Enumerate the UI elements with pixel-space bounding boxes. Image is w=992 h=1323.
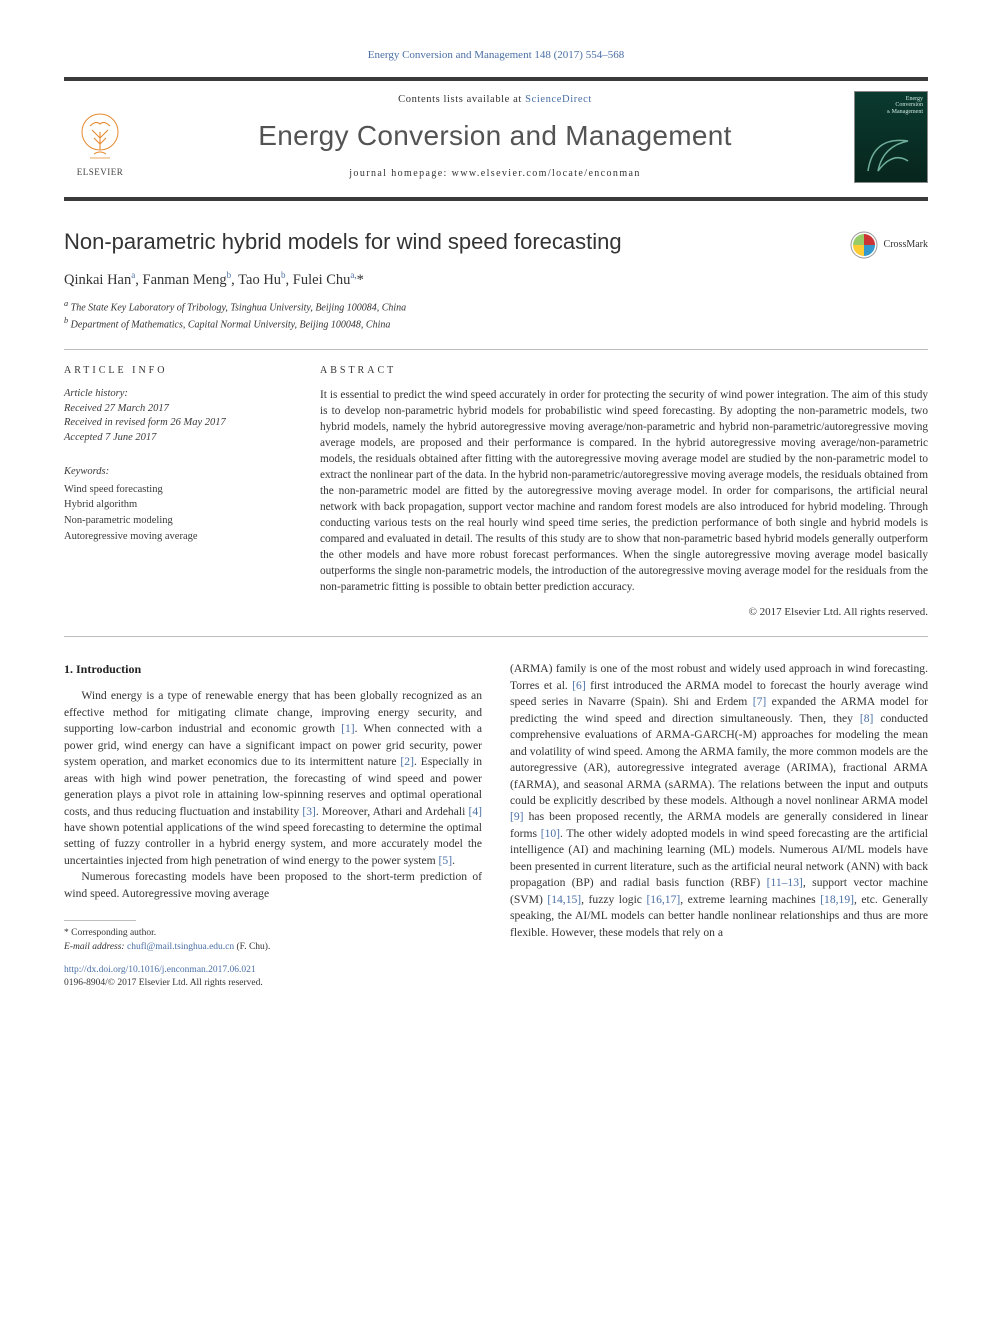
section-heading-intro: 1. Introduction	[64, 661, 482, 678]
divider-top	[64, 349, 928, 350]
cover-title-3: Management	[892, 109, 923, 115]
footnote-corresponding: * Corresponding author.	[64, 927, 482, 940]
journal-cover-thumbnail: Energy Conversion & Management	[854, 91, 928, 183]
homepage-prefix: journal homepage:	[349, 168, 451, 179]
article-history: Article history: Received 27 March 2017R…	[64, 387, 292, 446]
footnote-rule	[64, 920, 136, 921]
keywords-block: Keywords: Wind speed forecastingHybrid a…	[64, 464, 292, 545]
divider-bottom	[64, 636, 928, 637]
article-history-heading: Article history:	[64, 387, 292, 402]
contents-prefix: Contents lists available at	[398, 94, 525, 105]
cover-title-2: Conversion	[895, 102, 923, 108]
article-title: Non-parametric hybrid models for wind sp…	[64, 227, 928, 257]
authors-line: Qinkai Hana, Fanman Mengb, Tao Hub, Fule…	[64, 269, 928, 290]
article-info-heading: ARTICLE INFO	[64, 364, 292, 378]
footnote-email-suffix: (F. Chu).	[237, 942, 271, 952]
history-line: Accepted 7 June 2017	[64, 431, 292, 446]
sciencedirect-link[interactable]: ScienceDirect	[525, 94, 592, 105]
elsevier-label: ELSEVIER	[77, 166, 124, 178]
cover-title-1: Energy	[906, 96, 923, 102]
keywords-heading: Keywords:	[64, 464, 292, 480]
history-line: Received in revised form 26 May 2017	[64, 416, 292, 431]
contents-line: Contents lists available at ScienceDirec…	[136, 93, 854, 107]
footnote-email-label: E-mail address:	[64, 942, 125, 952]
crossmark-badge[interactable]: CrossMark	[850, 231, 928, 259]
journal-header: ELSEVIER Contents lists available at Sci…	[64, 77, 928, 201]
elsevier-logo: ELSEVIER	[64, 96, 136, 178]
journal-name: Energy Conversion and Management	[136, 117, 854, 155]
elsevier-tree-icon	[76, 110, 124, 166]
keyword-line: Autoregressive moving average	[64, 529, 292, 545]
body-paragraph: Numerous forecasting models have been pr…	[64, 869, 482, 902]
abstract-text: It is essential to predict the wind spee…	[320, 387, 928, 595]
body-column-left: 1. Introduction Wind energy is a type of…	[64, 661, 482, 990]
keyword-line: Wind speed forecasting	[64, 482, 292, 498]
affiliations: a The State Key Laboratory of Tribology,…	[64, 298, 928, 333]
keyword-line: Non-parametric modeling	[64, 513, 292, 529]
abstract-copyright: © 2017 Elsevier Ltd. All rights reserved…	[320, 605, 928, 620]
crossmark-label: CrossMark	[884, 238, 928, 252]
corresponding-author-footnote: * Corresponding author. E-mail address: …	[64, 927, 482, 954]
homepage-line: journal homepage: www.elsevier.com/locat…	[136, 167, 854, 181]
affiliation-line: b Department of Mathematics, Capital Nor…	[64, 315, 928, 332]
body-paragraph: Wind energy is a type of renewable energ…	[64, 688, 482, 869]
abstract-heading: ABSTRACT	[320, 364, 928, 378]
homepage-url[interactable]: www.elsevier.com/locate/enconman	[452, 168, 641, 179]
running-head: Energy Conversion and Management 148 (20…	[64, 48, 928, 63]
body-column-right: (ARMA) family is one of the most robust …	[510, 661, 928, 990]
crossmark-icon	[850, 231, 878, 259]
doi-link[interactable]: http://dx.doi.org/10.1016/j.enconman.201…	[64, 964, 482, 977]
body-paragraph: (ARMA) family is one of the most robust …	[510, 661, 928, 941]
keyword-line: Hybrid algorithm	[64, 497, 292, 513]
issn-line: 0196-8904/© 2017 Elsevier Ltd. All right…	[64, 977, 482, 990]
footnote-email-link[interactable]: chufl@mail.tsinghua.edu.cn	[127, 942, 234, 952]
affiliation-line: a The State Key Laboratory of Tribology,…	[64, 298, 928, 315]
history-line: Received 27 March 2017	[64, 402, 292, 417]
